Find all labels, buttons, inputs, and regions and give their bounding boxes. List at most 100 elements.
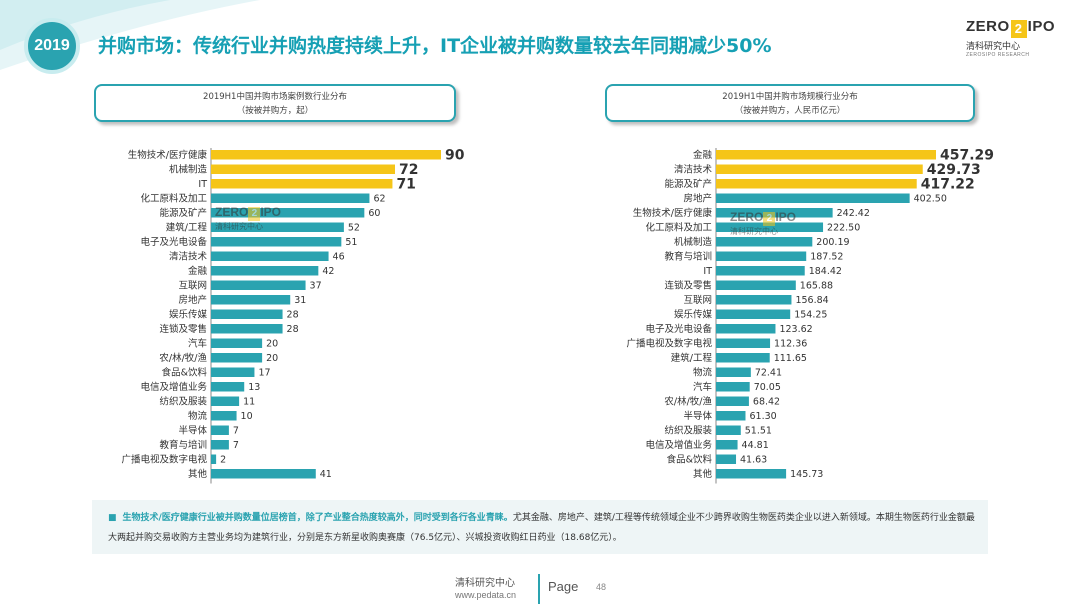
right-value-label: 51.51 bbox=[745, 426, 772, 437]
right-value-label: 68.42 bbox=[753, 397, 780, 408]
left-bar bbox=[211, 179, 393, 189]
footer-divider bbox=[538, 574, 540, 604]
bullet-icon: ■ bbox=[108, 513, 117, 523]
right-category-label: 教育与培训 bbox=[664, 251, 712, 263]
right-bar bbox=[716, 193, 910, 203]
left-bar bbox=[211, 440, 229, 450]
summary-text: 尤其金融、房地产、建筑/工程等传统领域企业不少跨界收购生物医药类企业以进入新领域… bbox=[108, 513, 975, 543]
right-bar bbox=[716, 251, 807, 261]
left-value-label: 28 bbox=[287, 324, 299, 335]
right-category-label: 机械制造 bbox=[674, 236, 713, 248]
left-category-label: 机械制造 bbox=[169, 164, 208, 176]
watermark-left-word: ZERO bbox=[215, 205, 249, 219]
footer: 清科研究中心 www.pedata.cn Page 48 bbox=[0, 568, 1080, 607]
right-value-label: 154.25 bbox=[794, 310, 827, 321]
left-category-label: 半导体 bbox=[178, 425, 207, 437]
logo-subtitle-en: ZEROSIPO RESEARCH bbox=[966, 52, 1030, 58]
right-category-label: 半导体 bbox=[683, 410, 712, 422]
right-value-label: 156.84 bbox=[795, 295, 828, 306]
right-value-label: 123.62 bbox=[779, 324, 812, 335]
watermark-mark: 2 bbox=[763, 212, 776, 226]
left-bar bbox=[211, 164, 395, 174]
right-category-label: 化工原料及加工 bbox=[645, 222, 712, 234]
right-category-label: 食品&饮料 bbox=[667, 454, 713, 466]
left-value-label: 11 bbox=[243, 397, 255, 408]
watermark-left-word: ZERO bbox=[730, 210, 764, 224]
left-category-label: 食品&饮料 bbox=[162, 367, 208, 379]
left-value-label: 62 bbox=[373, 194, 385, 205]
left-category-label: 教育与培训 bbox=[159, 439, 207, 451]
right-category-label: 房地产 bbox=[683, 193, 712, 205]
page-title: 并购市场：传统行业并购热度持续上升，IT企业被并购数量较去年同期减少50% bbox=[98, 35, 772, 57]
left-bar bbox=[211, 396, 240, 406]
left-category-label: IT bbox=[198, 179, 207, 190]
logo-mark: 2 bbox=[1010, 20, 1027, 38]
left-value-label: 60 bbox=[368, 208, 380, 219]
left-value-label: 52 bbox=[348, 223, 360, 234]
right-chart-title: 2019H1中国并购市场规模行业分布 （按被并购方，人民币亿元） bbox=[605, 84, 975, 122]
right-value-label: 44.81 bbox=[742, 440, 769, 451]
right-category-label: 其他 bbox=[693, 468, 713, 480]
right-category-label: 生物技术/医疗健康 bbox=[633, 207, 713, 219]
left-bar bbox=[211, 266, 319, 276]
left-bar bbox=[211, 251, 329, 261]
right-category-label: 物流 bbox=[693, 367, 713, 379]
left-category-label: 能源及矿产 bbox=[159, 207, 207, 219]
right-value-label: 72.41 bbox=[755, 368, 782, 379]
summary-box: ■ 生物技术/医疗健康行业被并购数量位居榜首，除了产业整合热度较高外，同时受到各行… bbox=[92, 500, 988, 554]
left-bar bbox=[211, 309, 283, 319]
right-category-label: 互联网 bbox=[683, 295, 712, 306]
right-value-label: 70.05 bbox=[754, 382, 781, 393]
left-bar bbox=[211, 469, 316, 479]
left-category-label: 化工原料及加工 bbox=[140, 193, 207, 205]
footer-url[interactable]: www.pedata.cn bbox=[455, 590, 517, 600]
left-category-label: 连锁及零售 bbox=[159, 323, 207, 335]
left-category-label: 互联网 bbox=[178, 281, 207, 292]
right-value-label: 184.42 bbox=[809, 266, 842, 277]
left-value-label: 17 bbox=[258, 368, 270, 379]
footer-org-name: 清科研究中心 bbox=[455, 578, 515, 589]
right-bar bbox=[716, 222, 824, 232]
left-category-label: 农/林/牧/渔 bbox=[159, 352, 207, 364]
brand-logo: ZERO 2 IPO 清科研究中心 ZEROSIPO RESEARCH bbox=[966, 18, 1066, 64]
left-chart-title-line2: （按被并购方，起） bbox=[236, 106, 314, 116]
left-category-label: 金融 bbox=[188, 265, 208, 277]
right-category-label: 连锁及零售 bbox=[664, 280, 712, 292]
left-category-label: 汽车 bbox=[188, 338, 207, 350]
right-bar bbox=[716, 237, 813, 247]
footer-page-label: Page bbox=[548, 579, 579, 594]
right-bar bbox=[716, 266, 805, 276]
right-category-label: 汽车 bbox=[693, 381, 712, 393]
left-category-label: 纺织及服装 bbox=[159, 396, 207, 408]
left-bar bbox=[211, 324, 283, 334]
right-bar bbox=[716, 309, 791, 319]
left-value-label: 20 bbox=[266, 339, 278, 350]
left-value-label: 10 bbox=[241, 411, 253, 422]
logo-word-left: ZERO bbox=[966, 18, 1010, 35]
right-value-label: 145.73 bbox=[790, 469, 823, 480]
logo-word-right: IPO bbox=[1027, 18, 1056, 35]
left-value-label: 41 bbox=[320, 469, 332, 480]
right-value-label: 165.88 bbox=[800, 281, 833, 292]
right-bar bbox=[716, 440, 738, 450]
right-bar bbox=[716, 324, 776, 334]
right-bar bbox=[716, 280, 796, 290]
left-bar bbox=[211, 280, 306, 290]
right-category-label: IT bbox=[703, 266, 712, 277]
right-bar bbox=[716, 353, 770, 363]
left-value-label: 71 bbox=[396, 177, 415, 193]
watermark-sub: 清科研究中心 bbox=[730, 227, 778, 236]
left-value-label: 20 bbox=[266, 353, 278, 364]
right-value-label: 111.65 bbox=[774, 353, 807, 364]
left-value-label: 46 bbox=[333, 252, 345, 263]
right-value-label: 429.73 bbox=[927, 162, 981, 178]
left-value-label: 2 bbox=[220, 455, 226, 466]
left-category-label: 房地产 bbox=[178, 294, 207, 306]
year-badge: 2019 bbox=[24, 18, 80, 74]
right-bar bbox=[716, 150, 936, 160]
left-value-label: 72 bbox=[399, 162, 418, 178]
left-category-label: 生物技术/医疗健康 bbox=[128, 149, 208, 161]
summary-highlight: 生物技术/医疗健康行业被并购数量位居榜首，除了产业整合热度较高外，同时受到各行各… bbox=[122, 513, 513, 523]
left-category-label: 其他 bbox=[188, 468, 208, 480]
right-bar bbox=[716, 454, 737, 464]
